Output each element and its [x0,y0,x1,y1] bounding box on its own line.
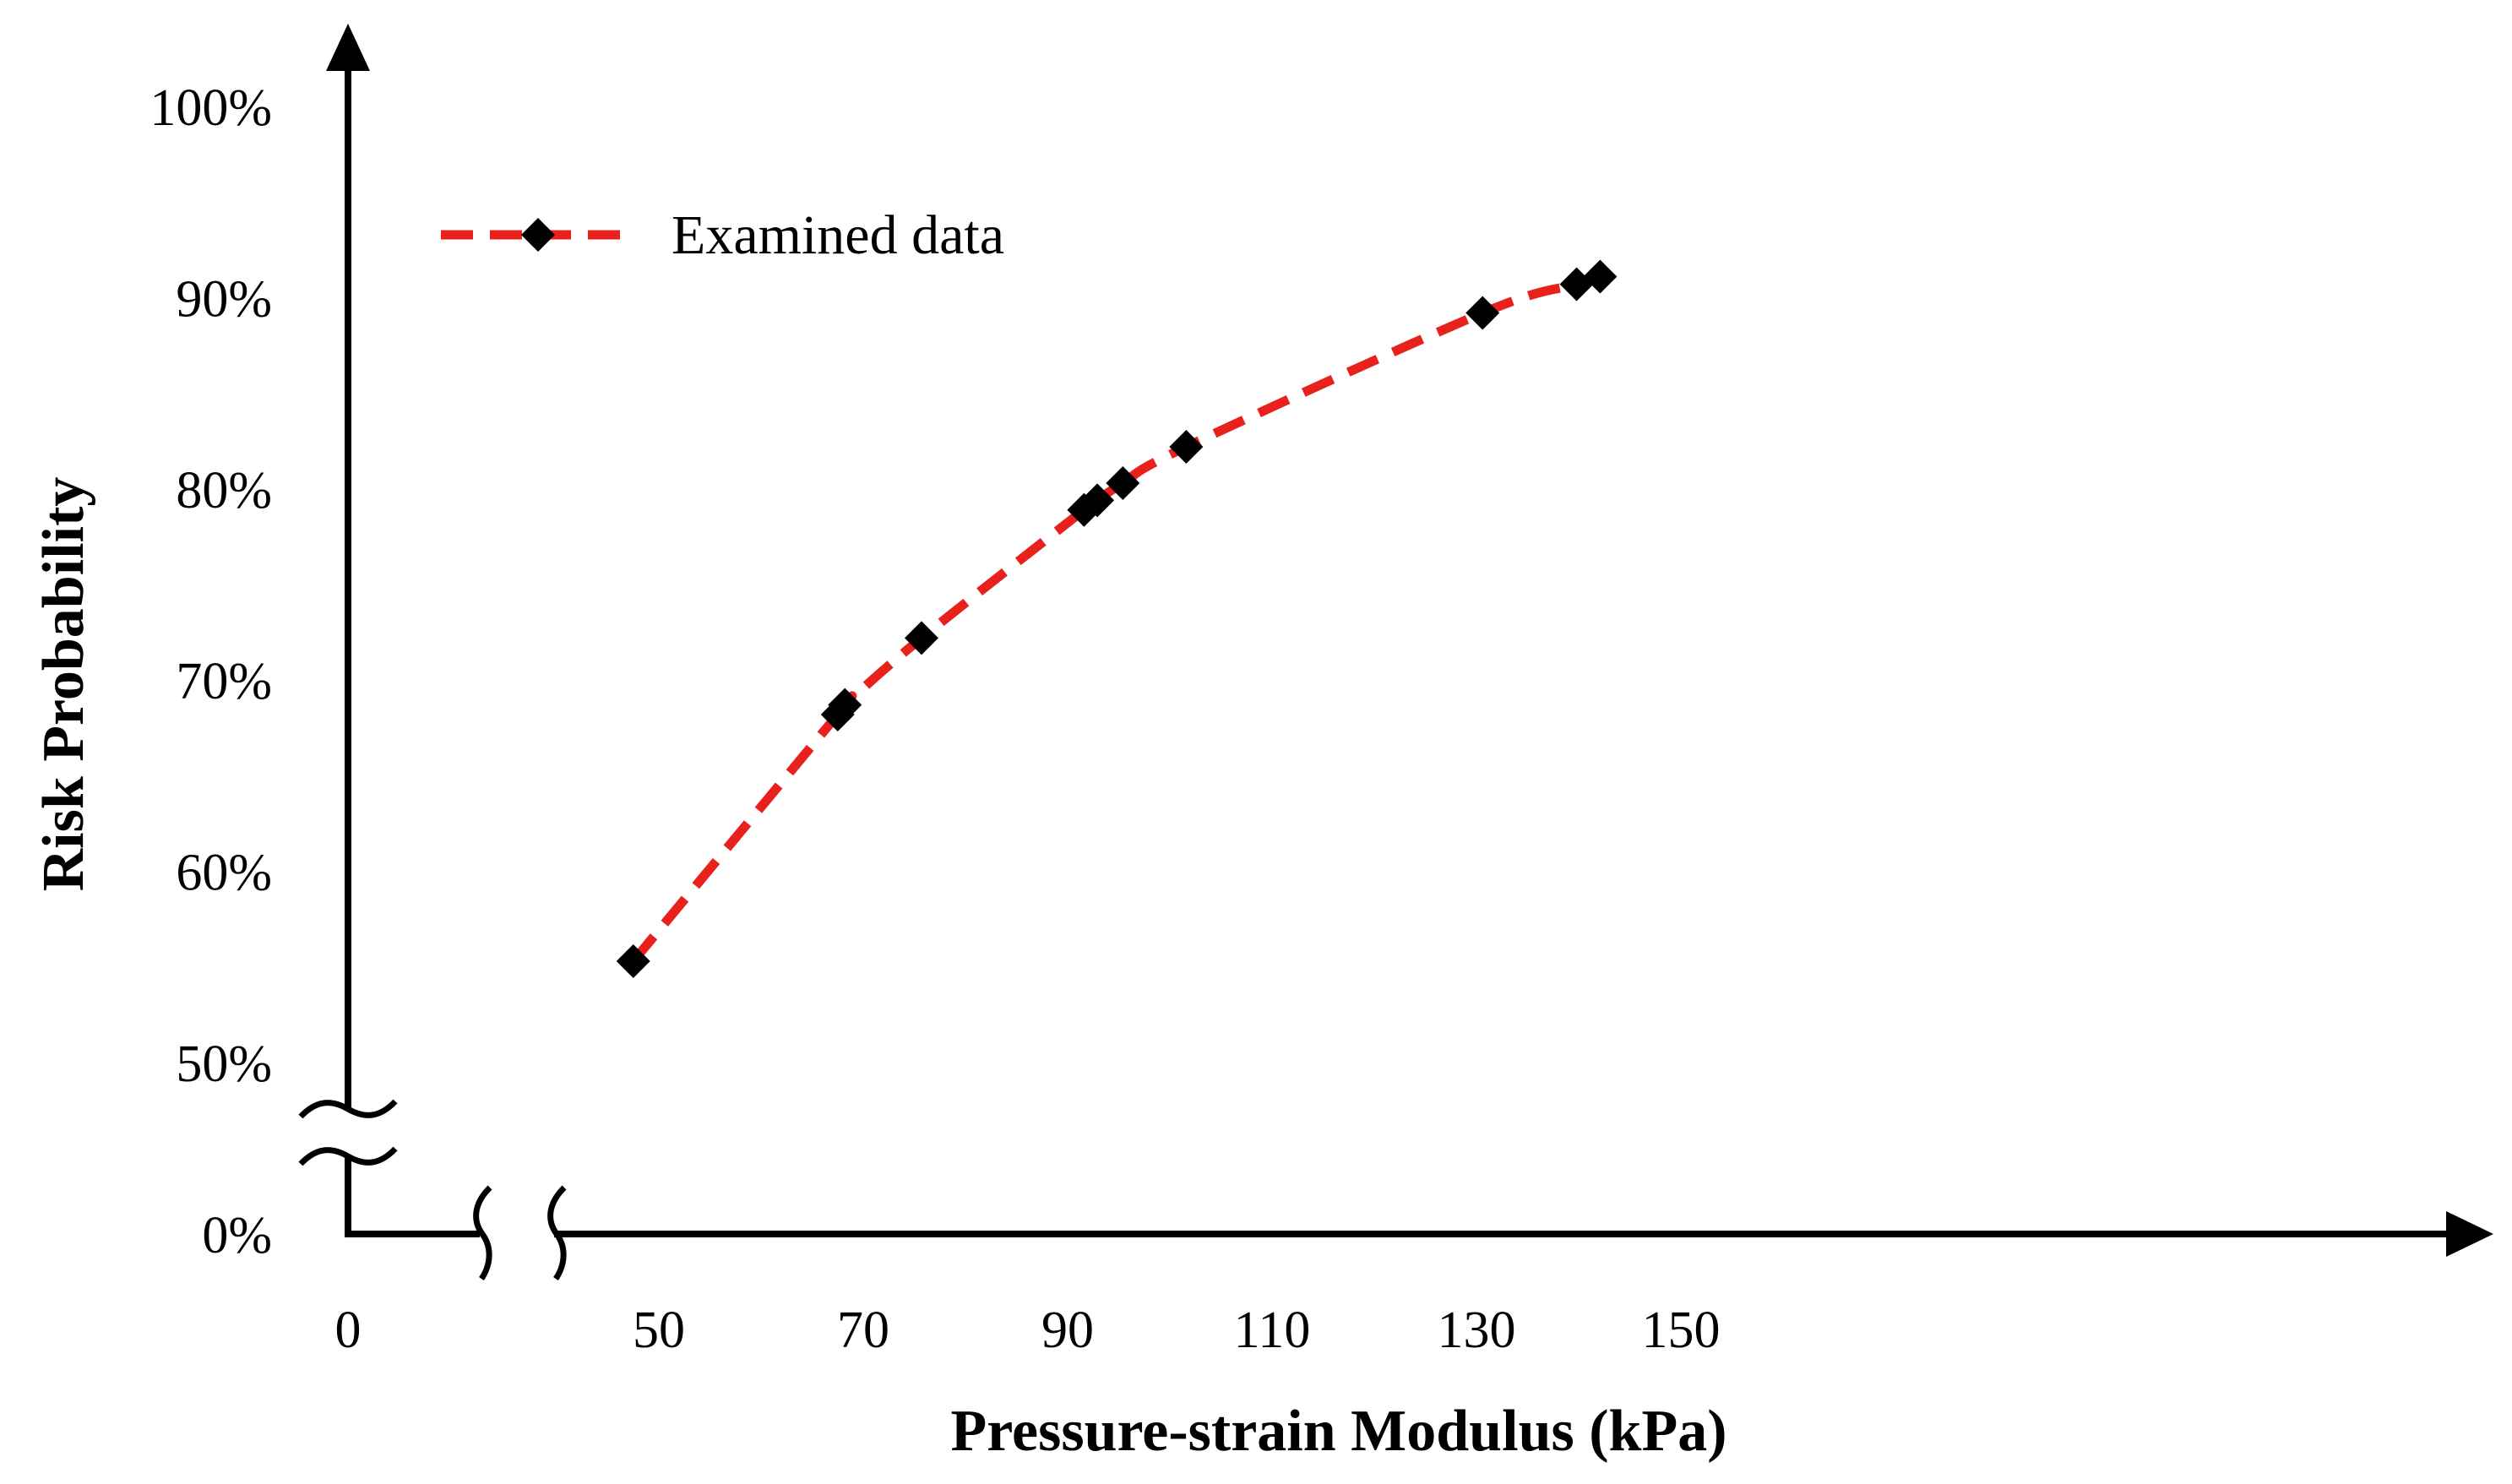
x-tick-label: 130 [1438,1302,1516,1359]
y-tick-label: 70% [176,653,272,710]
x-tick-labels: 0 50 70 90 110 130 150 [335,1302,1721,1359]
x-tick-label: 90 [1041,1302,1094,1359]
data-point-marker [1080,483,1115,518]
x-tick-label: 0 [335,1302,362,1359]
legend: Examined data [441,204,1004,266]
data-point-marker [1465,296,1500,330]
y-tick-label: 90% [176,270,272,328]
legend-marker-diamond [521,218,555,252]
x-tick-label: 110 [1234,1302,1311,1359]
x-axis-title: Pressure-strain Modulus (kPa) [950,1399,1726,1464]
y-tick-label: 100% [150,79,272,137]
y-tick-label: 80% [176,462,272,519]
x-tick-label: 70 [837,1302,889,1359]
data-point-marker [828,688,862,722]
series-line [629,272,1602,965]
series-layer [616,259,1618,979]
y-axis-title: Risk Probability [31,477,96,892]
data-point-marker [904,621,938,655]
x-axis [345,1185,2493,1280]
x-axis-arrow [2446,1211,2493,1257]
data-point-marker [1169,429,1204,464]
legend-label: Examined data [671,204,1004,266]
data-point-marker [1583,259,1618,294]
y-axis-break-bottom [298,1146,398,1166]
y-axis-break-top [298,1099,398,1119]
data-point-marker [1106,466,1140,501]
x-tick-label: 150 [1642,1302,1721,1359]
x-tick-label: 50 [633,1302,685,1359]
x-axis-break-right [547,1185,567,1280]
y-tick-labels: 0% 50% 60% 70% 80% 90% 100% [150,79,272,1264]
y-tick-label: 50% [176,1036,272,1093]
y-tick-label: 0% [202,1207,272,1264]
data-point-marker [616,944,650,979]
x-axis-break-left [473,1185,492,1280]
y-axis-arrow [326,24,370,71]
y-axis [298,24,398,1234]
y-tick-label: 60% [176,845,272,902]
